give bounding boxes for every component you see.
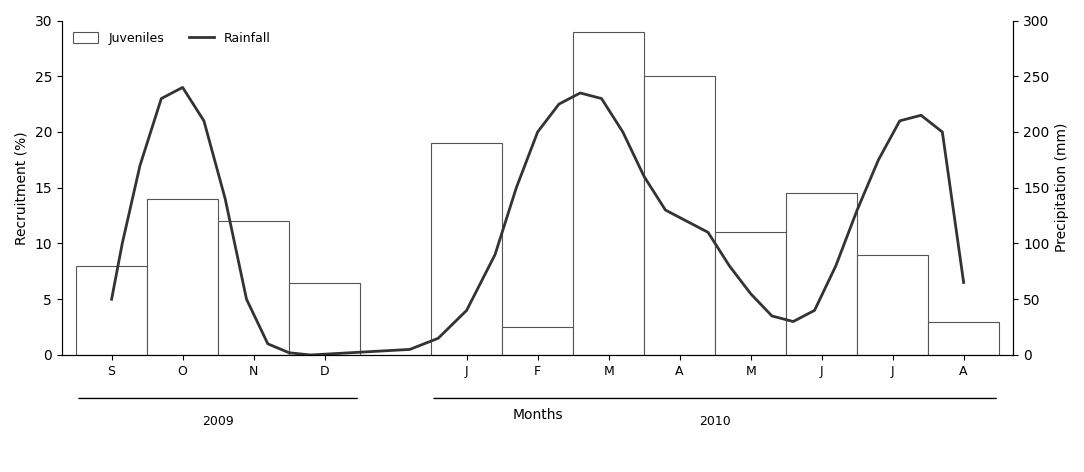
Text: 2009: 2009 — [203, 415, 234, 428]
Bar — [431, 143, 502, 355]
Y-axis label: Recruitment (%): Recruitment (%) — [15, 131, 29, 244]
Bar — [644, 76, 715, 355]
Bar — [573, 32, 644, 355]
Bar — [928, 321, 999, 355]
Bar — [786, 194, 857, 355]
Bar — [218, 221, 289, 355]
Text: 2010: 2010 — [699, 415, 731, 428]
Bar — [76, 266, 147, 355]
Y-axis label: Precipitation (mm): Precipitation (mm) — [1055, 123, 1069, 253]
Legend: Juveniles, Rainfall: Juveniles, Rainfall — [68, 27, 275, 50]
Bar — [147, 199, 218, 355]
Bar — [502, 327, 573, 355]
Bar — [715, 232, 786, 355]
Bar — [289, 283, 360, 355]
X-axis label: Months: Months — [513, 408, 563, 422]
Bar — [857, 254, 928, 355]
